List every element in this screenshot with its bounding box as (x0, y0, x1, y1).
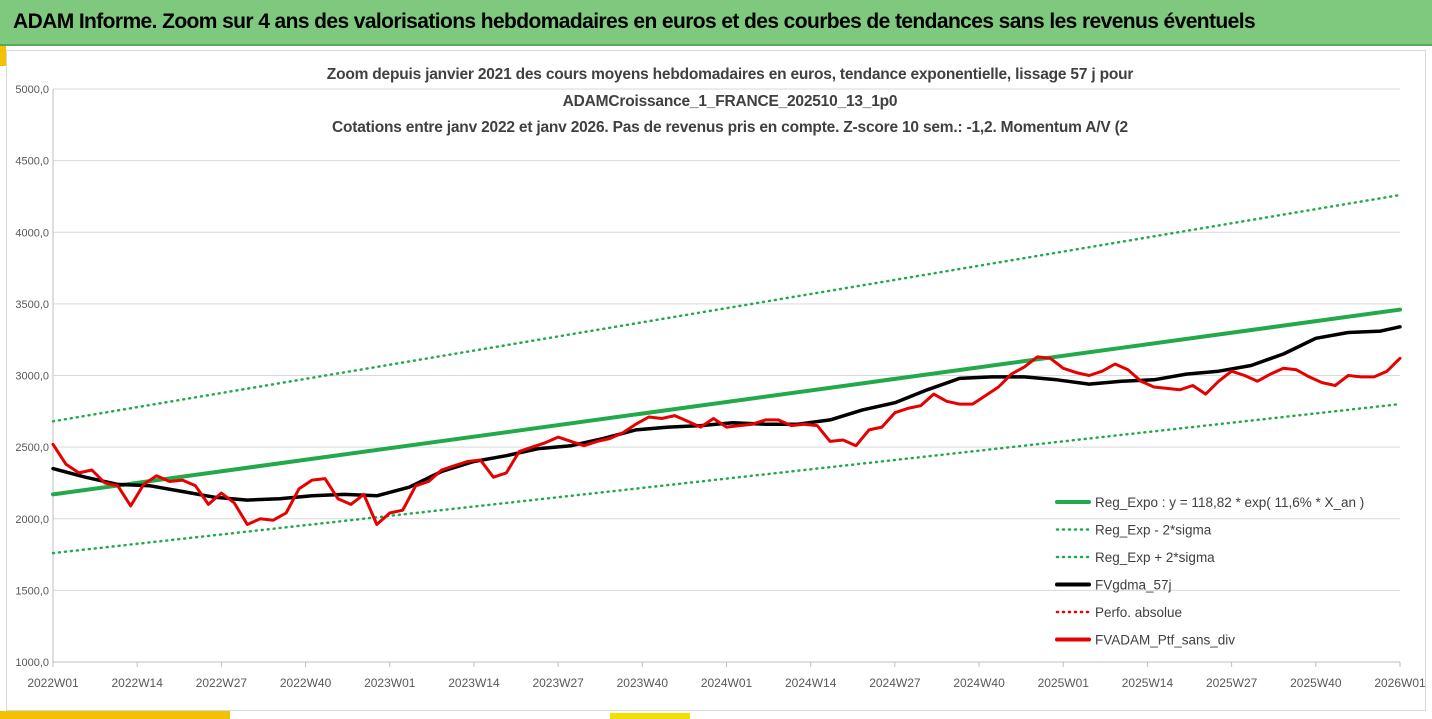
y-tick-label: 1000,0 (15, 657, 49, 669)
legend-label: FVADAM_Ptf_sans_div (1095, 633, 1235, 648)
lower-band-line (51, 402, 1402, 555)
y-tick-label: 2500,0 (15, 442, 49, 454)
y-tick-label: 3000,0 (15, 371, 49, 383)
y-tick-label: 4000,0 (15, 227, 49, 239)
x-tick-label: 2022W14 (112, 676, 164, 690)
y-tick-label: 5000,0 (15, 84, 49, 96)
y-tick-label: 3500,0 (15, 299, 49, 311)
accent-bar-bottom (0, 711, 230, 719)
legend-label: FVgdma_57j (1095, 578, 1172, 593)
x-tick-label: 2022W27 (196, 676, 248, 690)
x-tick-label: 2024W01 (701, 676, 753, 690)
price-line (51, 355, 1402, 526)
accent-bar-bottom-2 (610, 713, 690, 719)
x-tick-label: 2022W01 (27, 676, 79, 690)
accent-mark (0, 46, 6, 66)
legend-label: Reg_Exp - 2*sigma (1095, 523, 1212, 538)
y-tick-label: 1500,0 (15, 585, 49, 597)
trend-line (51, 307, 1402, 497)
x-tick-label: 2026W01 (1374, 676, 1426, 690)
upper-band-line (51, 193, 1402, 423)
chart-title-line-1: Zoom depuis janvier 2021 des cours moyen… (326, 66, 1134, 83)
y-tick-label: 2000,0 (15, 514, 49, 526)
legend-label: Perfo. absolue (1095, 605, 1182, 620)
x-tick-label: 2023W14 (448, 676, 500, 690)
x-tick-label: 2023W40 (617, 676, 669, 690)
chart-frame (6, 50, 1426, 711)
x-tick-label: 2025W27 (1206, 676, 1258, 690)
header-bar: ADAM Informe. Zoom sur 4 ans des valoris… (0, 0, 1432, 46)
chart-title-line-2: ADAMCroissance_1_FRANCE_202510_13_1p0 (562, 93, 898, 110)
x-tick-label: 2023W01 (364, 676, 416, 690)
page-title: ADAM Informe. Zoom sur 4 ans des valoris… (13, 10, 1256, 33)
x-tick-label: 2025W01 (1038, 676, 1090, 690)
x-tick-label: 2023W27 (532, 676, 584, 690)
x-tick-label: 2024W14 (785, 676, 837, 690)
x-tick-label: 2025W14 (1122, 676, 1174, 690)
legend-label: Reg_Exp + 2*sigma (1095, 550, 1215, 565)
legend-label: Reg_Expo : y = 118,82 * exp( 11,6% * X_a… (1095, 495, 1364, 510)
x-tick-label: 2024W27 (869, 676, 921, 690)
x-tick-label: 2025W40 (1290, 676, 1342, 690)
y-tick-label: 4500,0 (15, 156, 49, 168)
chart-title-line-3: Cotations entre janv 2022 et janv 2026. … (332, 119, 1128, 136)
smoothed-line (51, 325, 1402, 502)
x-tick-label: 2024W40 (953, 676, 1005, 690)
x-tick-label: 2022W40 (280, 676, 332, 690)
